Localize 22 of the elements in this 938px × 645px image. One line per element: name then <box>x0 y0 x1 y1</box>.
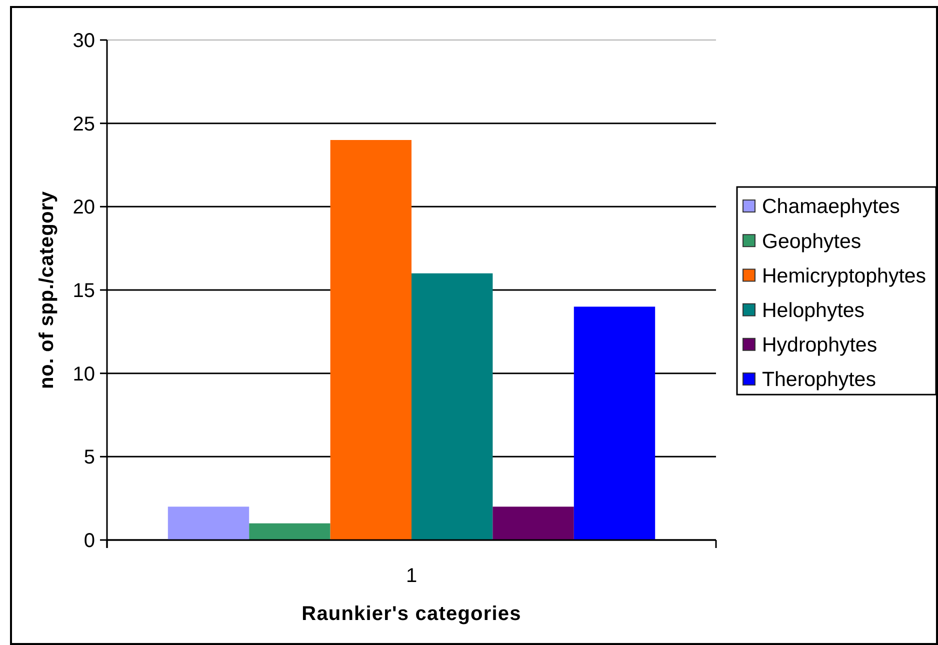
y-tick-label: 25 <box>72 113 95 136</box>
legend-label: Therophytes <box>762 368 876 392</box>
legend-label: Geophytes <box>762 230 862 253</box>
legend-label: Helophytes <box>762 298 865 322</box>
y-tick-label: 0 <box>84 530 95 552</box>
bar <box>574 306 656 540</box>
y-axis-title: no. of spp./category <box>36 190 58 390</box>
legend-label: Chamaephytes <box>762 195 900 218</box>
bar <box>492 506 574 540</box>
x-tick-label: 1 <box>406 565 418 587</box>
bar <box>249 523 330 540</box>
y-tick-label: 15 <box>72 280 95 302</box>
legend-label: Hemicryptophytes <box>762 264 926 288</box>
bar <box>330 140 412 540</box>
bar <box>412 273 493 540</box>
bar <box>168 506 250 540</box>
y-tick-label: 5 <box>84 446 95 469</box>
x-axis-title: Raunkier's categories <box>302 603 522 625</box>
y-tick-label: 10 <box>72 363 95 386</box>
legend-label: Hydrophytes <box>762 334 878 357</box>
y-tick-label: 20 <box>72 196 95 219</box>
y-tick-label: 30 <box>72 30 95 52</box>
